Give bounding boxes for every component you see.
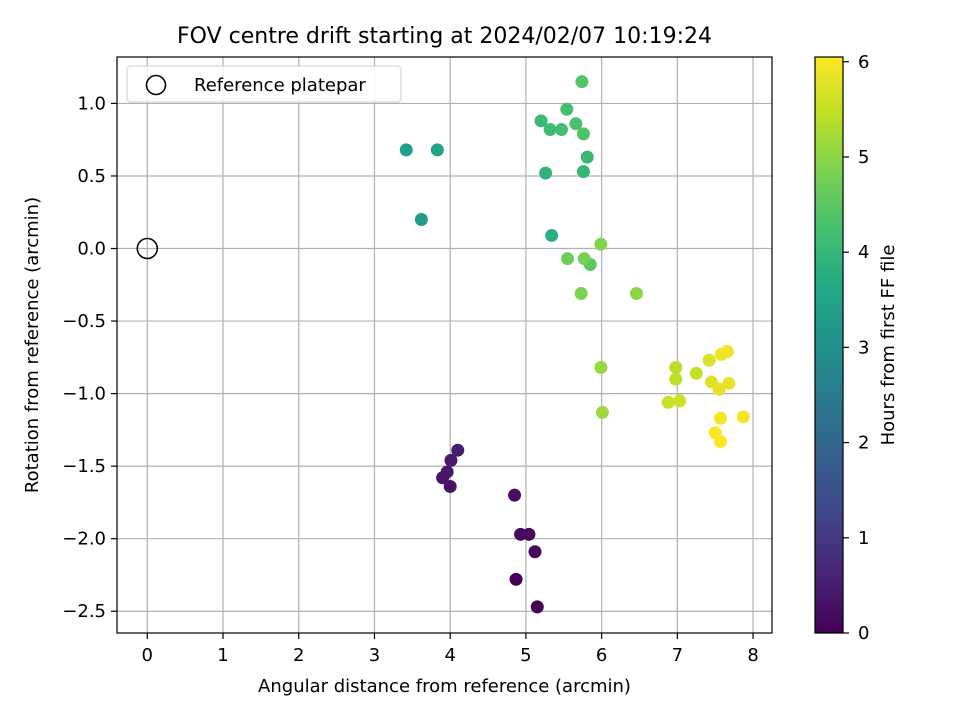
data-point (575, 75, 589, 89)
x-tick-label: 8 (747, 645, 758, 666)
x-axis-ticks: 0 1 2 3 4 5 6 7 8 (142, 633, 759, 666)
data-point (561, 252, 575, 266)
colorbar-tick-label: 4 (858, 242, 869, 263)
legend-box (126, 65, 402, 103)
x-tick-label: 2 (293, 645, 304, 666)
colorbar-tick-label: 6 (858, 52, 869, 73)
data-point (577, 252, 591, 266)
data-point (736, 410, 750, 424)
data-point (554, 123, 568, 137)
data-point (720, 345, 734, 359)
y-tick-label: −2.0 (62, 529, 106, 550)
colorbar-tick-label: 3 (858, 337, 869, 358)
x-tick-label: 0 (142, 645, 153, 666)
y-axis-label: Rotation from reference (arcmin) (22, 197, 43, 493)
data-point (702, 353, 716, 367)
colorbar-tick-label: 5 (858, 147, 869, 168)
data-point (545, 228, 559, 242)
data-point (539, 166, 553, 180)
x-tick-label: 5 (520, 645, 531, 666)
data-point (522, 527, 536, 541)
data-point (534, 114, 548, 128)
colorbar-label: Hours from first FF file (878, 245, 899, 446)
chart-title: FOV centre drift starting at 2024/02/07 … (177, 24, 712, 49)
data-point (560, 102, 574, 116)
data-point (714, 411, 728, 425)
scatter-points (136, 75, 750, 614)
legend: Reference platepar (126, 65, 402, 103)
data-point (444, 453, 458, 467)
colorbar-tick-label: 0 (858, 623, 869, 644)
data-point (714, 434, 728, 448)
colorbar-tick-label: 1 (858, 528, 869, 549)
legend-marker-reference (145, 74, 167, 96)
data-point (629, 286, 643, 300)
data-point (528, 545, 542, 559)
data-point (451, 443, 465, 457)
y-tick-label: −2.5 (62, 601, 106, 622)
data-point (430, 143, 444, 157)
data-point (530, 600, 544, 614)
data-point (595, 405, 609, 419)
data-point (574, 286, 588, 300)
data-point (543, 123, 557, 137)
x-tick-label: 3 (369, 645, 380, 666)
data-point (440, 465, 454, 479)
data-point (508, 488, 522, 502)
data-point (669, 372, 683, 386)
plot-frame (116, 56, 773, 634)
grid-lines (117, 57, 772, 633)
data-point (576, 165, 590, 179)
y-tick-label: 0.5 (77, 166, 106, 187)
y-tick-label: 0.0 (77, 239, 106, 260)
data-point (594, 237, 608, 251)
data-point (712, 382, 726, 396)
x-tick-label: 7 (672, 645, 683, 666)
data-point (576, 127, 590, 141)
x-tick-label: 1 (217, 645, 228, 666)
data-point (673, 394, 687, 408)
y-axis-ticks: −2.5 −2.0 −1.5 −1.0 −0.5 0.0 0.5 1.0 (62, 93, 117, 622)
x-tick-label: 4 (444, 645, 455, 666)
data-point (580, 150, 594, 164)
data-point (509, 572, 523, 586)
reference-platepar-marker (136, 237, 159, 260)
data-point (443, 479, 457, 493)
data-point (669, 360, 683, 374)
data-point (399, 143, 413, 157)
x-axis-label: Angular distance from reference (arcmin) (258, 676, 631, 697)
data-point (689, 366, 703, 380)
data-point (594, 360, 608, 374)
y-tick-label: 1.0 (77, 93, 106, 114)
y-tick-label: −0.5 (62, 311, 106, 332)
data-point (569, 117, 583, 131)
data-point (661, 395, 675, 409)
colorbar-gradient (814, 56, 844, 634)
y-tick-label: −1.5 (62, 456, 106, 477)
colorbar: 0 1 2 3 4 5 6 Hours from first FF file (814, 52, 899, 644)
x-tick-label: 6 (596, 645, 607, 666)
legend-entry-reference: Reference platepar (194, 75, 366, 96)
colorbar-ticks: 0 1 2 3 4 5 6 (843, 52, 869, 644)
y-tick-label: −1.0 (62, 384, 106, 405)
colorbar-tick-label: 2 (858, 433, 869, 454)
data-point (722, 376, 736, 390)
data-point (414, 212, 428, 226)
